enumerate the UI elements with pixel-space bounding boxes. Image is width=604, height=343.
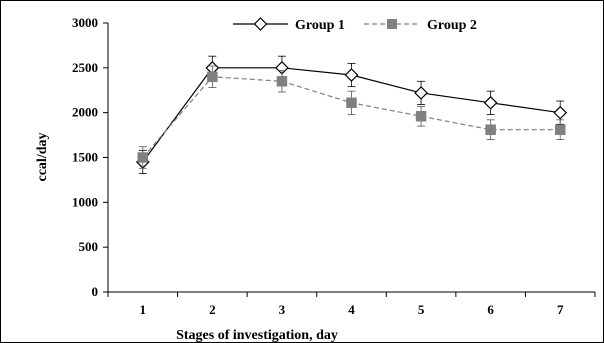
data-point	[554, 124, 566, 135]
data-point	[207, 71, 218, 83]
y-tick-label: 3000	[72, 15, 98, 30]
data-point	[346, 97, 357, 109]
legend-label: Group 2	[427, 18, 477, 33]
data-point	[137, 152, 149, 163]
axes: 0 500 1000 1500 2000 2500 3000 1 2 3 4 5 6 7 Stages of…	[35, 15, 596, 342]
y-tick-label: 0	[92, 284, 99, 299]
data-point	[553, 105, 568, 120]
y-axis-title: ccal/day	[35, 133, 50, 182]
legend-marker	[387, 19, 397, 29]
x-tick-label: 6	[487, 302, 494, 317]
x-axis-title: Stages of investigation, day	[176, 328, 338, 342]
series-1	[135, 55, 568, 175]
legend-label: Group 1	[295, 18, 345, 33]
x-tick-label: 5	[418, 302, 425, 317]
series-2	[137, 65, 566, 169]
x-tick-label: 4	[348, 302, 355, 317]
series-line	[142, 76, 561, 158]
data-point	[276, 76, 288, 87]
x-tick-label: 1	[140, 302, 147, 317]
x-tick-label: 3	[279, 302, 286, 317]
y-tick-label: 1500	[72, 150, 98, 165]
legend: Group 1 Group 2	[233, 17, 477, 33]
y-tick-label: 1000	[72, 194, 98, 209]
y-tick-label: 500	[79, 239, 99, 254]
series-group	[135, 55, 568, 175]
data-point	[483, 95, 498, 110]
legend-item-1: Group 1	[233, 17, 345, 33]
legend-marker	[253, 17, 268, 31]
data-point	[485, 124, 496, 135]
data-point	[415, 111, 427, 122]
data-point	[344, 68, 359, 82]
data-point	[414, 86, 428, 100]
y-tick-label: 2500	[72, 60, 98, 75]
y-tick-label: 2000	[72, 105, 98, 120]
legend-item-2: Group 2	[364, 18, 477, 33]
x-tick-label: 2	[209, 302, 216, 317]
x-tick-label: 7	[557, 302, 564, 317]
